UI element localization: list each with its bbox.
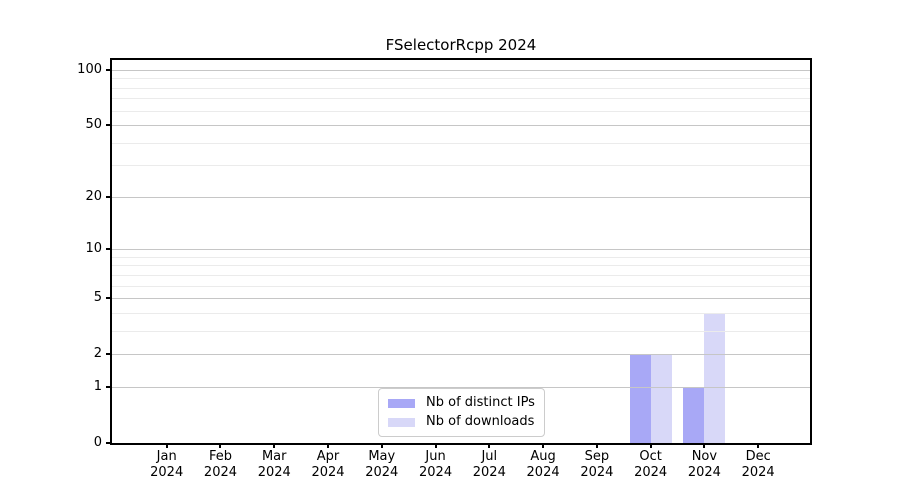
grid-line — [112, 78, 810, 80]
x-tick-label-jan: Jan 2024 — [135, 449, 199, 481]
y-tick-label: 20 — [85, 188, 102, 204]
legend-label: Nb of distinct IPs — [426, 395, 535, 410]
grid-line — [112, 165, 810, 167]
y-tick-mark — [106, 248, 112, 251]
grid-line — [112, 87, 810, 89]
x-tick-year: 2024 — [150, 465, 184, 480]
x-tick-mark — [542, 443, 545, 448]
y-tick-label: 100 — [77, 61, 102, 77]
legend-swatch-distinct-ips — [388, 398, 415, 408]
x-tick-mark — [165, 443, 168, 448]
grid-line — [112, 142, 810, 144]
y-tick-mark — [106, 124, 112, 127]
grid-line — [112, 312, 810, 314]
grid-line — [112, 330, 810, 332]
x-tick-label-apr: Apr 2024 — [296, 449, 360, 481]
x-tick-year: 2024 — [203, 465, 238, 480]
x-tick-label-jul: Jul 2024 — [457, 449, 521, 481]
x-tick-mark — [595, 443, 598, 448]
y-tick-label: 5 — [93, 290, 102, 306]
grid-line — [112, 196, 810, 198]
bar-downloads-nov — [704, 312, 726, 443]
x-tick-label-may: May 2024 — [350, 449, 414, 481]
grid-line — [112, 98, 810, 100]
legend: Nb of distinct IPs Nb of downloads — [378, 388, 545, 437]
bar-downloads-oct — [650, 354, 672, 443]
grid-line — [112, 354, 810, 356]
legend-swatch-downloads — [388, 417, 415, 427]
y-tick-mark — [106, 195, 112, 198]
x-tick-mark — [434, 443, 437, 448]
x-tick-mark — [327, 443, 329, 448]
bar-distinct-ips-oct — [629, 354, 651, 443]
legend-label: Nb of downloads — [426, 414, 535, 429]
legend-item-downloads: Nb of downloads — [388, 414, 535, 430]
grid-line — [112, 256, 810, 258]
x-tick-year: 2024 — [472, 465, 506, 480]
x-tick-year: 2024 — [419, 465, 453, 480]
grid-line — [112, 265, 810, 267]
x-tick-mark — [488, 443, 491, 448]
grid-line — [112, 110, 810, 112]
y-tick-mark — [106, 353, 112, 356]
grid-line — [112, 249, 810, 251]
x-tick-year: 2024 — [257, 465, 291, 480]
x-tick-mark — [273, 443, 276, 448]
x-tick-year: 2024 — [687, 465, 721, 480]
y-tick-mark — [106, 442, 112, 444]
y-tick-label: 50 — [85, 117, 102, 133]
y-tick-label: 2 — [93, 346, 102, 362]
x-tick-label-mar: Mar 2024 — [242, 449, 306, 481]
y-tick-mark — [106, 68, 112, 71]
x-tick-mark — [757, 443, 760, 448]
grid-line — [112, 69, 810, 71]
grid-line — [112, 386, 810, 388]
y-tick-mark — [106, 385, 112, 388]
grid-line — [112, 285, 810, 287]
x-tick-label-feb: Feb 2024 — [188, 449, 252, 481]
y-tick-label: 0 — [93, 435, 102, 450]
x-tick-mark — [380, 443, 383, 448]
x-tick-year: 2024 — [580, 465, 614, 480]
x-tick-label-jun: Jun 2024 — [404, 449, 468, 481]
x-tick-label-nov: Nov 2024 — [672, 449, 736, 481]
chart-title: FSelectorRcpp 2024 — [385, 36, 537, 54]
y-tick-mark — [106, 297, 112, 300]
x-tick-year: 2024 — [741, 465, 775, 480]
x-tick-year: 2024 — [634, 465, 668, 480]
x-tick-year: 2024 — [526, 465, 560, 480]
legend-item-distinct-ips: Nb of distinct IPs — [388, 395, 535, 411]
x-tick-label-dec: Dec 2024 — [726, 449, 790, 481]
grid-line — [112, 125, 810, 127]
x-tick-label-oct: Oct 2024 — [619, 449, 683, 481]
bar-distinct-ips-nov — [683, 386, 705, 443]
y-tick-label: 1 — [93, 378, 102, 394]
x-tick-year: 2024 — [311, 465, 345, 480]
x-tick-year: 2024 — [365, 465, 399, 480]
grid-line — [112, 274, 810, 276]
grid-line — [112, 298, 810, 300]
x-tick-mark — [703, 443, 706, 448]
x-tick-mark — [649, 443, 652, 448]
x-tick-label-sep: Sep 2024 — [565, 449, 629, 481]
x-tick-label-aug: Aug 2024 — [511, 449, 575, 481]
plot-area: Nb of distinct IPs Nb of downloads 0 1 2 5 1… — [77, 58, 812, 480]
x-tick-mark — [219, 443, 222, 448]
y-tick-label: 10 — [85, 241, 102, 257]
